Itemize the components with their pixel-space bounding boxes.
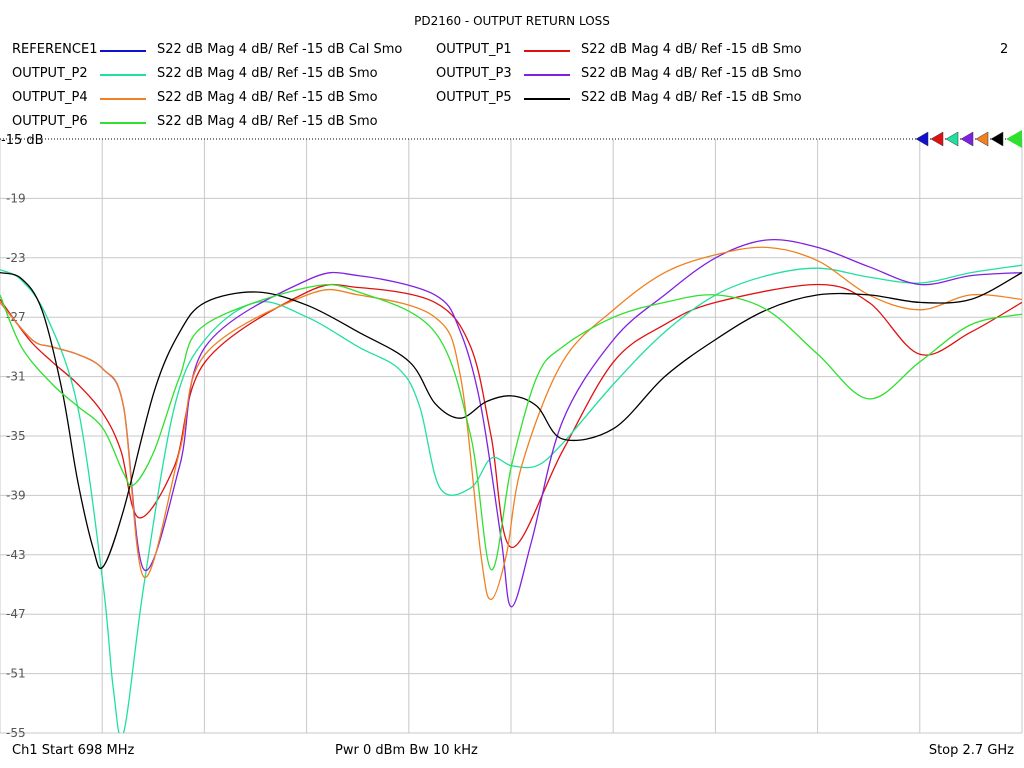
series-line-output_p6 — [0, 283, 1022, 571]
trace-marker-arrow — [960, 131, 974, 147]
y-tick-label: -43 — [6, 548, 26, 562]
legend-description: S22 dB Mag 4 dB/ Ref -15 dB Smo — [581, 42, 802, 57]
y-tick-label: -35 — [6, 429, 26, 443]
series-line-output_p1 — [0, 283, 1022, 549]
y-tick-label: -19 — [6, 191, 26, 205]
legend-description: S22 dB Mag 4 dB/ Ref -15 dB Smo — [157, 66, 378, 81]
legend-name: OUTPUT_P3 — [436, 66, 512, 81]
y-tick-label: -47 — [6, 607, 26, 621]
y-tick-label: -39 — [6, 488, 26, 502]
channel-number: 2 — [1000, 42, 1009, 57]
legend-swatch — [524, 98, 570, 100]
trace-marker-arrow — [945, 131, 959, 147]
trace-marker-arrow — [990, 131, 1004, 147]
legend-description: S22 dB Mag 4 dB/ Ref -15 dB Smo — [581, 66, 802, 81]
y-tick-label: -27 — [6, 310, 26, 324]
footer-stop: Stop 2.7 GHz — [928, 743, 1014, 758]
trace-marker-arrow — [915, 131, 929, 147]
legend-swatch — [100, 74, 146, 76]
legend-description: S22 dB Mag 4 dB/ Ref -15 dB Smo — [157, 114, 378, 129]
legend-description: S22 dB Mag 4 dB/ Ref -15 dB Smo — [157, 90, 378, 105]
active-trace-marker-arrow — [1006, 130, 1022, 148]
legend-swatch — [100, 122, 146, 124]
legend-swatch — [524, 74, 570, 76]
legend-swatch — [100, 50, 146, 52]
y-tick-label: -55 — [6, 726, 26, 740]
y-tick-label: -23 — [6, 251, 26, 265]
legend-name: OUTPUT_P4 — [12, 90, 88, 105]
series-line-output_p4 — [0, 246, 1022, 601]
legend-name: OUTPUT_P6 — [12, 114, 88, 129]
footer-power-bandwidth: Pwr 0 dBm Bw 10 kHz — [335, 743, 478, 758]
legend-name: OUTPUT_P5 — [436, 90, 512, 105]
legend-name: REFERENCE1 — [12, 42, 98, 57]
legend-description: S22 dB Mag 4 dB/ Ref -15 dB Cal Smo — [157, 42, 403, 57]
legend-name: OUTPUT_P2 — [12, 66, 88, 81]
trace-marker-arrow — [930, 131, 944, 147]
ref-level-label: -15 dB — [1, 133, 44, 148]
legend-swatch — [524, 50, 570, 52]
legend-name: OUTPUT_P1 — [436, 42, 512, 57]
y-tick-label: -31 — [6, 370, 26, 384]
legend-description: S22 dB Mag 4 dB/ Ref -15 dB Smo — [581, 90, 802, 105]
chart-title: PD2160 - OUTPUT RETURN LOSS — [414, 14, 610, 28]
series-line-output_p2 — [0, 264, 1022, 733]
footer-start: Ch1 Start 698 MHz — [12, 743, 135, 758]
legend-swatch — [100, 98, 146, 100]
y-tick-label: -51 — [6, 667, 26, 681]
trace-marker-arrow — [975, 131, 989, 147]
